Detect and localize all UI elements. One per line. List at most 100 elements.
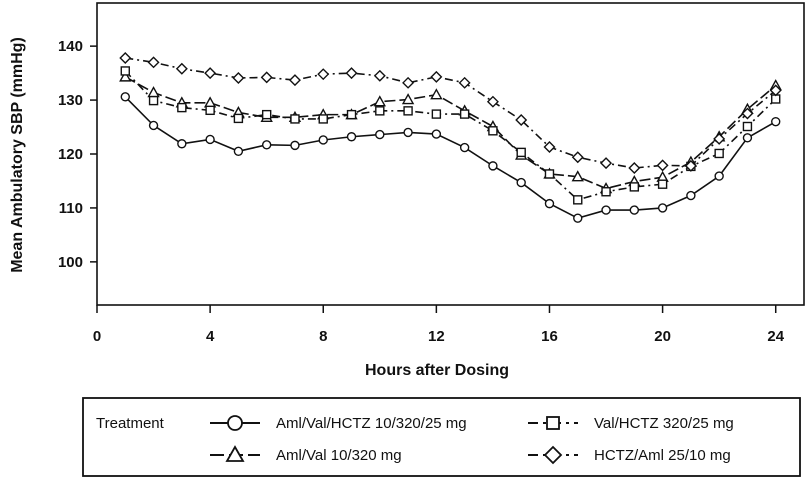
series-layer	[119, 52, 782, 223]
data-point	[375, 106, 385, 116]
data-point	[714, 148, 724, 159]
data-point	[318, 135, 328, 145]
data-point	[629, 182, 640, 192]
data-point	[573, 195, 583, 205]
legend-marker	[543, 445, 563, 465]
data-point	[148, 95, 159, 106]
data-point	[601, 205, 611, 215]
data-point	[600, 157, 613, 170]
legend-entry: Aml/Val/HCTZ 10/320/25 mg	[210, 415, 467, 432]
data-point	[544, 169, 555, 179]
data-point	[601, 187, 611, 197]
data-point	[232, 71, 245, 84]
data-point	[571, 170, 584, 182]
data-point	[629, 205, 640, 215]
data-point	[488, 161, 498, 171]
series-line	[124, 96, 777, 220]
data-point	[741, 107, 754, 120]
data-point	[373, 69, 386, 82]
data-point	[543, 140, 556, 153]
data-point	[459, 142, 470, 153]
data-point	[290, 114, 300, 124]
legend-marker	[546, 416, 560, 430]
axes: 0 4 8 12 16 20 24 100 110 120 130 140	[58, 38, 785, 345]
data-point	[516, 147, 526, 158]
legend: Treatment Aml/Val/HCTZ 10/320/25 mg Aml/V…	[82, 397, 801, 477]
data-point	[516, 177, 526, 188]
x-tick-label: 4	[206, 328, 215, 345]
data-point	[656, 159, 669, 172]
data-point	[458, 76, 471, 89]
data-point	[148, 120, 159, 131]
legend-box	[82, 397, 801, 477]
data-point	[346, 109, 357, 120]
data-point	[288, 74, 301, 87]
data-point	[290, 140, 300, 151]
data-point	[657, 203, 668, 213]
data-point	[459, 109, 470, 119]
series-circle	[120, 92, 781, 223]
legend-entry: HCTZ/Aml 25/10 mg	[528, 445, 731, 465]
x-tick-label: 20	[654, 328, 671, 345]
data-point	[571, 151, 584, 164]
data-point	[147, 56, 160, 69]
data-point	[742, 133, 753, 143]
data-point	[261, 140, 272, 150]
x-tick-label: 8	[319, 328, 327, 345]
legend-label: Aml/Val/HCTZ 10/320/25 mg	[276, 415, 467, 432]
data-point	[628, 162, 641, 175]
series-line	[124, 70, 777, 201]
data-point	[430, 88, 443, 100]
data-point	[204, 67, 217, 80]
legend-title: Treatment	[96, 415, 165, 432]
y-tick-label: 140	[58, 38, 83, 55]
data-point	[177, 139, 187, 149]
data-point	[573, 213, 583, 223]
data-point	[403, 127, 413, 138]
data-point	[261, 109, 272, 120]
data-point	[205, 134, 215, 145]
data-point	[684, 159, 697, 172]
data-point	[175, 62, 188, 75]
data-point	[120, 66, 130, 76]
data-point	[431, 109, 442, 119]
data-point	[260, 71, 273, 84]
data-point	[345, 67, 358, 80]
data-point	[431, 129, 442, 139]
legend-label: HCTZ/Aml 25/10 mg	[594, 447, 731, 464]
data-point	[713, 132, 726, 145]
data-point	[769, 84, 782, 97]
data-point	[346, 132, 357, 142]
data-point	[373, 95, 386, 107]
data-point	[430, 70, 443, 83]
y-tick-label: 100	[58, 254, 83, 271]
series-diamond	[119, 52, 782, 175]
legend-marker	[227, 415, 243, 431]
data-point	[318, 114, 328, 124]
data-point	[544, 198, 555, 209]
x-tick-label: 24	[767, 328, 784, 345]
data-point	[742, 121, 753, 132]
x-tick-label: 16	[541, 328, 558, 345]
legend-entry: Aml/Val 10/320 mg	[210, 445, 402, 464]
data-point	[401, 93, 415, 105]
x-tick-label: 0	[93, 328, 101, 345]
legend-label: Val/HCTZ 320/25 mg	[594, 415, 734, 432]
y-tick-label: 110	[59, 200, 83, 217]
legend-marker	[225, 445, 245, 462]
data-point	[120, 92, 130, 102]
x-axis-title: Hours after Dosing	[365, 362, 509, 379]
data-point	[488, 126, 498, 136]
data-point	[119, 52, 132, 64]
data-point	[686, 190, 696, 201]
data-point	[714, 171, 724, 181]
legend-label: Aml/Val 10/320 mg	[276, 447, 402, 464]
legend-entry: Val/HCTZ 320/25 mg	[528, 415, 734, 432]
data-point	[657, 179, 668, 189]
data-point	[317, 68, 330, 81]
data-point	[233, 146, 244, 157]
data-point	[515, 114, 528, 127]
data-point	[486, 95, 499, 108]
y-tick-label: 130	[58, 92, 83, 109]
